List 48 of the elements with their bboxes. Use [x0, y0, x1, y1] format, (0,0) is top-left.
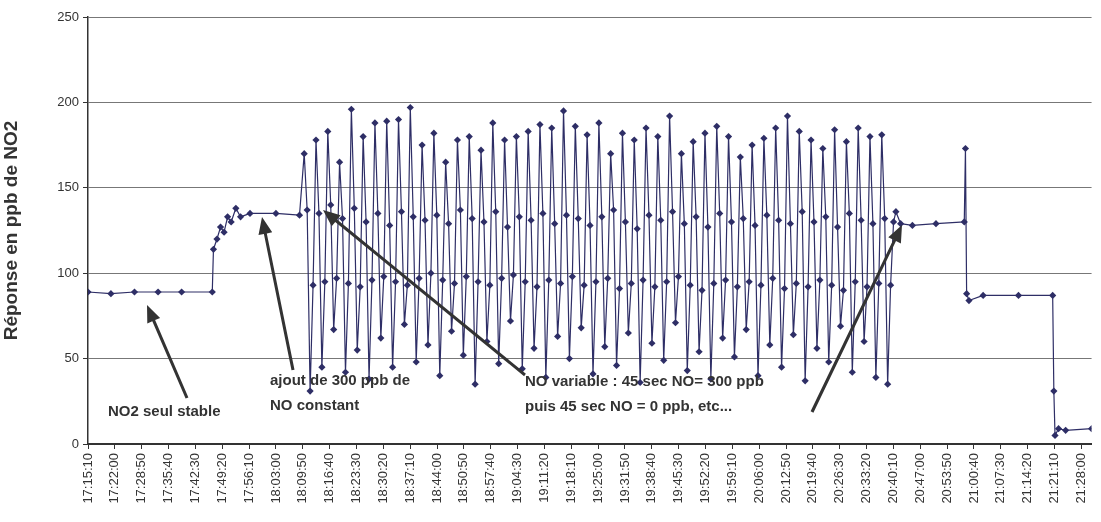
x-tick-label: 18:50:50	[455, 453, 471, 504]
x-tick-label: 21:00:40	[965, 453, 981, 504]
annotation: NO variable : 45 sec NO= 300 ppb	[525, 371, 764, 391]
x-tick-label: 18:23:30	[348, 453, 364, 504]
x-tick-label: 18:16:40	[321, 453, 337, 504]
x-tick-label: 21:14:20	[1019, 453, 1035, 504]
x-tick-label: 17:15:10	[79, 453, 95, 504]
x-tick-label: 17:49:20	[213, 453, 229, 504]
x-tick-label: 18:09:50	[294, 453, 310, 504]
x-tick-label: 17:28:50	[133, 453, 149, 504]
x-tick-label: 19:45:30	[670, 453, 686, 504]
x-tick-label: 19:31:50	[616, 453, 632, 504]
x-tick-label: 21:21:10	[1046, 453, 1062, 504]
x-tick-label: 20:53:50	[938, 453, 954, 504]
x-tick-label: 20:26:30	[831, 453, 847, 504]
x-tick-label: 21:07:30	[992, 453, 1008, 504]
annotation: puis 45 sec NO = 0 ppb, etc...	[525, 396, 733, 416]
x-tick-label: 19:38:40	[643, 453, 659, 504]
x-tick-label: 18:57:40	[482, 453, 498, 504]
y-axis-title: Réponse en ppb de NO2	[0, 120, 21, 341]
x-tick-label: 20:12:50	[777, 453, 793, 504]
y-tick-label: 0	[71, 435, 79, 451]
x-tick-label: 18:30:20	[374, 453, 390, 504]
x-tick-label: 19:59:10	[723, 453, 739, 504]
y-tick-label: 250	[57, 8, 79, 24]
y-tick-label: 150	[57, 179, 79, 195]
x-tick-label: 18:37:10	[401, 453, 417, 504]
y-tick-label: 200	[57, 93, 79, 109]
annotation: NO2 seul stable	[108, 401, 221, 421]
x-tick-label: 20:40:10	[884, 453, 900, 504]
x-tick-label: 19:52:20	[697, 453, 713, 504]
x-tick-label: 20:19:40	[804, 453, 820, 504]
x-tick-label: 19:11:20	[535, 453, 551, 503]
x-tick-label: 18:03:00	[267, 453, 283, 504]
x-tick-label: 18:44:00	[428, 453, 444, 504]
x-tick-label: 19:04:30	[509, 453, 525, 504]
x-tick-label: 21:28:00	[1072, 453, 1088, 504]
x-tick-label: 20:06:00	[750, 453, 766, 504]
x-tick-label: 20:47:00	[911, 453, 927, 504]
x-tick-label: 19:18:10	[562, 453, 578, 504]
x-tick-label: 17:35:40	[160, 453, 176, 504]
x-tick-label: 20:33:20	[858, 453, 874, 504]
x-tick-label: 17:22:00	[106, 453, 122, 504]
y-tick-label: 100	[57, 264, 79, 280]
y-tick-label: 50	[64, 350, 79, 366]
x-tick-label: 17:56:10	[240, 453, 256, 504]
x-tick-label: 17:42:30	[186, 453, 202, 504]
x-tick-label: 19:25:00	[589, 453, 605, 504]
